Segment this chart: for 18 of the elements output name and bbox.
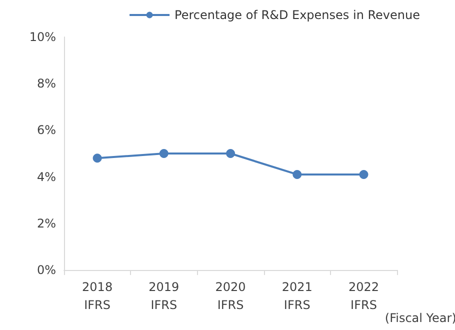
point [92, 154, 102, 163]
x-axis-title: (Fiscal Year) [384, 311, 455, 325]
y-tick-label: 6% [36, 123, 56, 138]
x-tick-label: 2019 IFRS [148, 280, 180, 312]
x-tick-label: 2021 IFRS [282, 280, 312, 312]
y-tick-label: 0% [36, 263, 56, 277]
point [359, 170, 368, 179]
x-tick-label: 2022 IFRS [348, 280, 380, 312]
y-tick-label: 2% [36, 216, 56, 230]
x-tick-label: 2020 IFRS [215, 280, 246, 312]
y-tick-label: 4% [36, 170, 56, 184]
point [159, 149, 168, 158]
legend-label: Percentage of R&D Expenses in Revenue [174, 8, 420, 22]
y-tick-label: 10% [29, 30, 56, 44]
point [226, 149, 236, 158]
point [292, 170, 302, 179]
y-tick-label: 8% [36, 76, 56, 91]
x-tick-label: 2018 IFRS [82, 280, 113, 312]
